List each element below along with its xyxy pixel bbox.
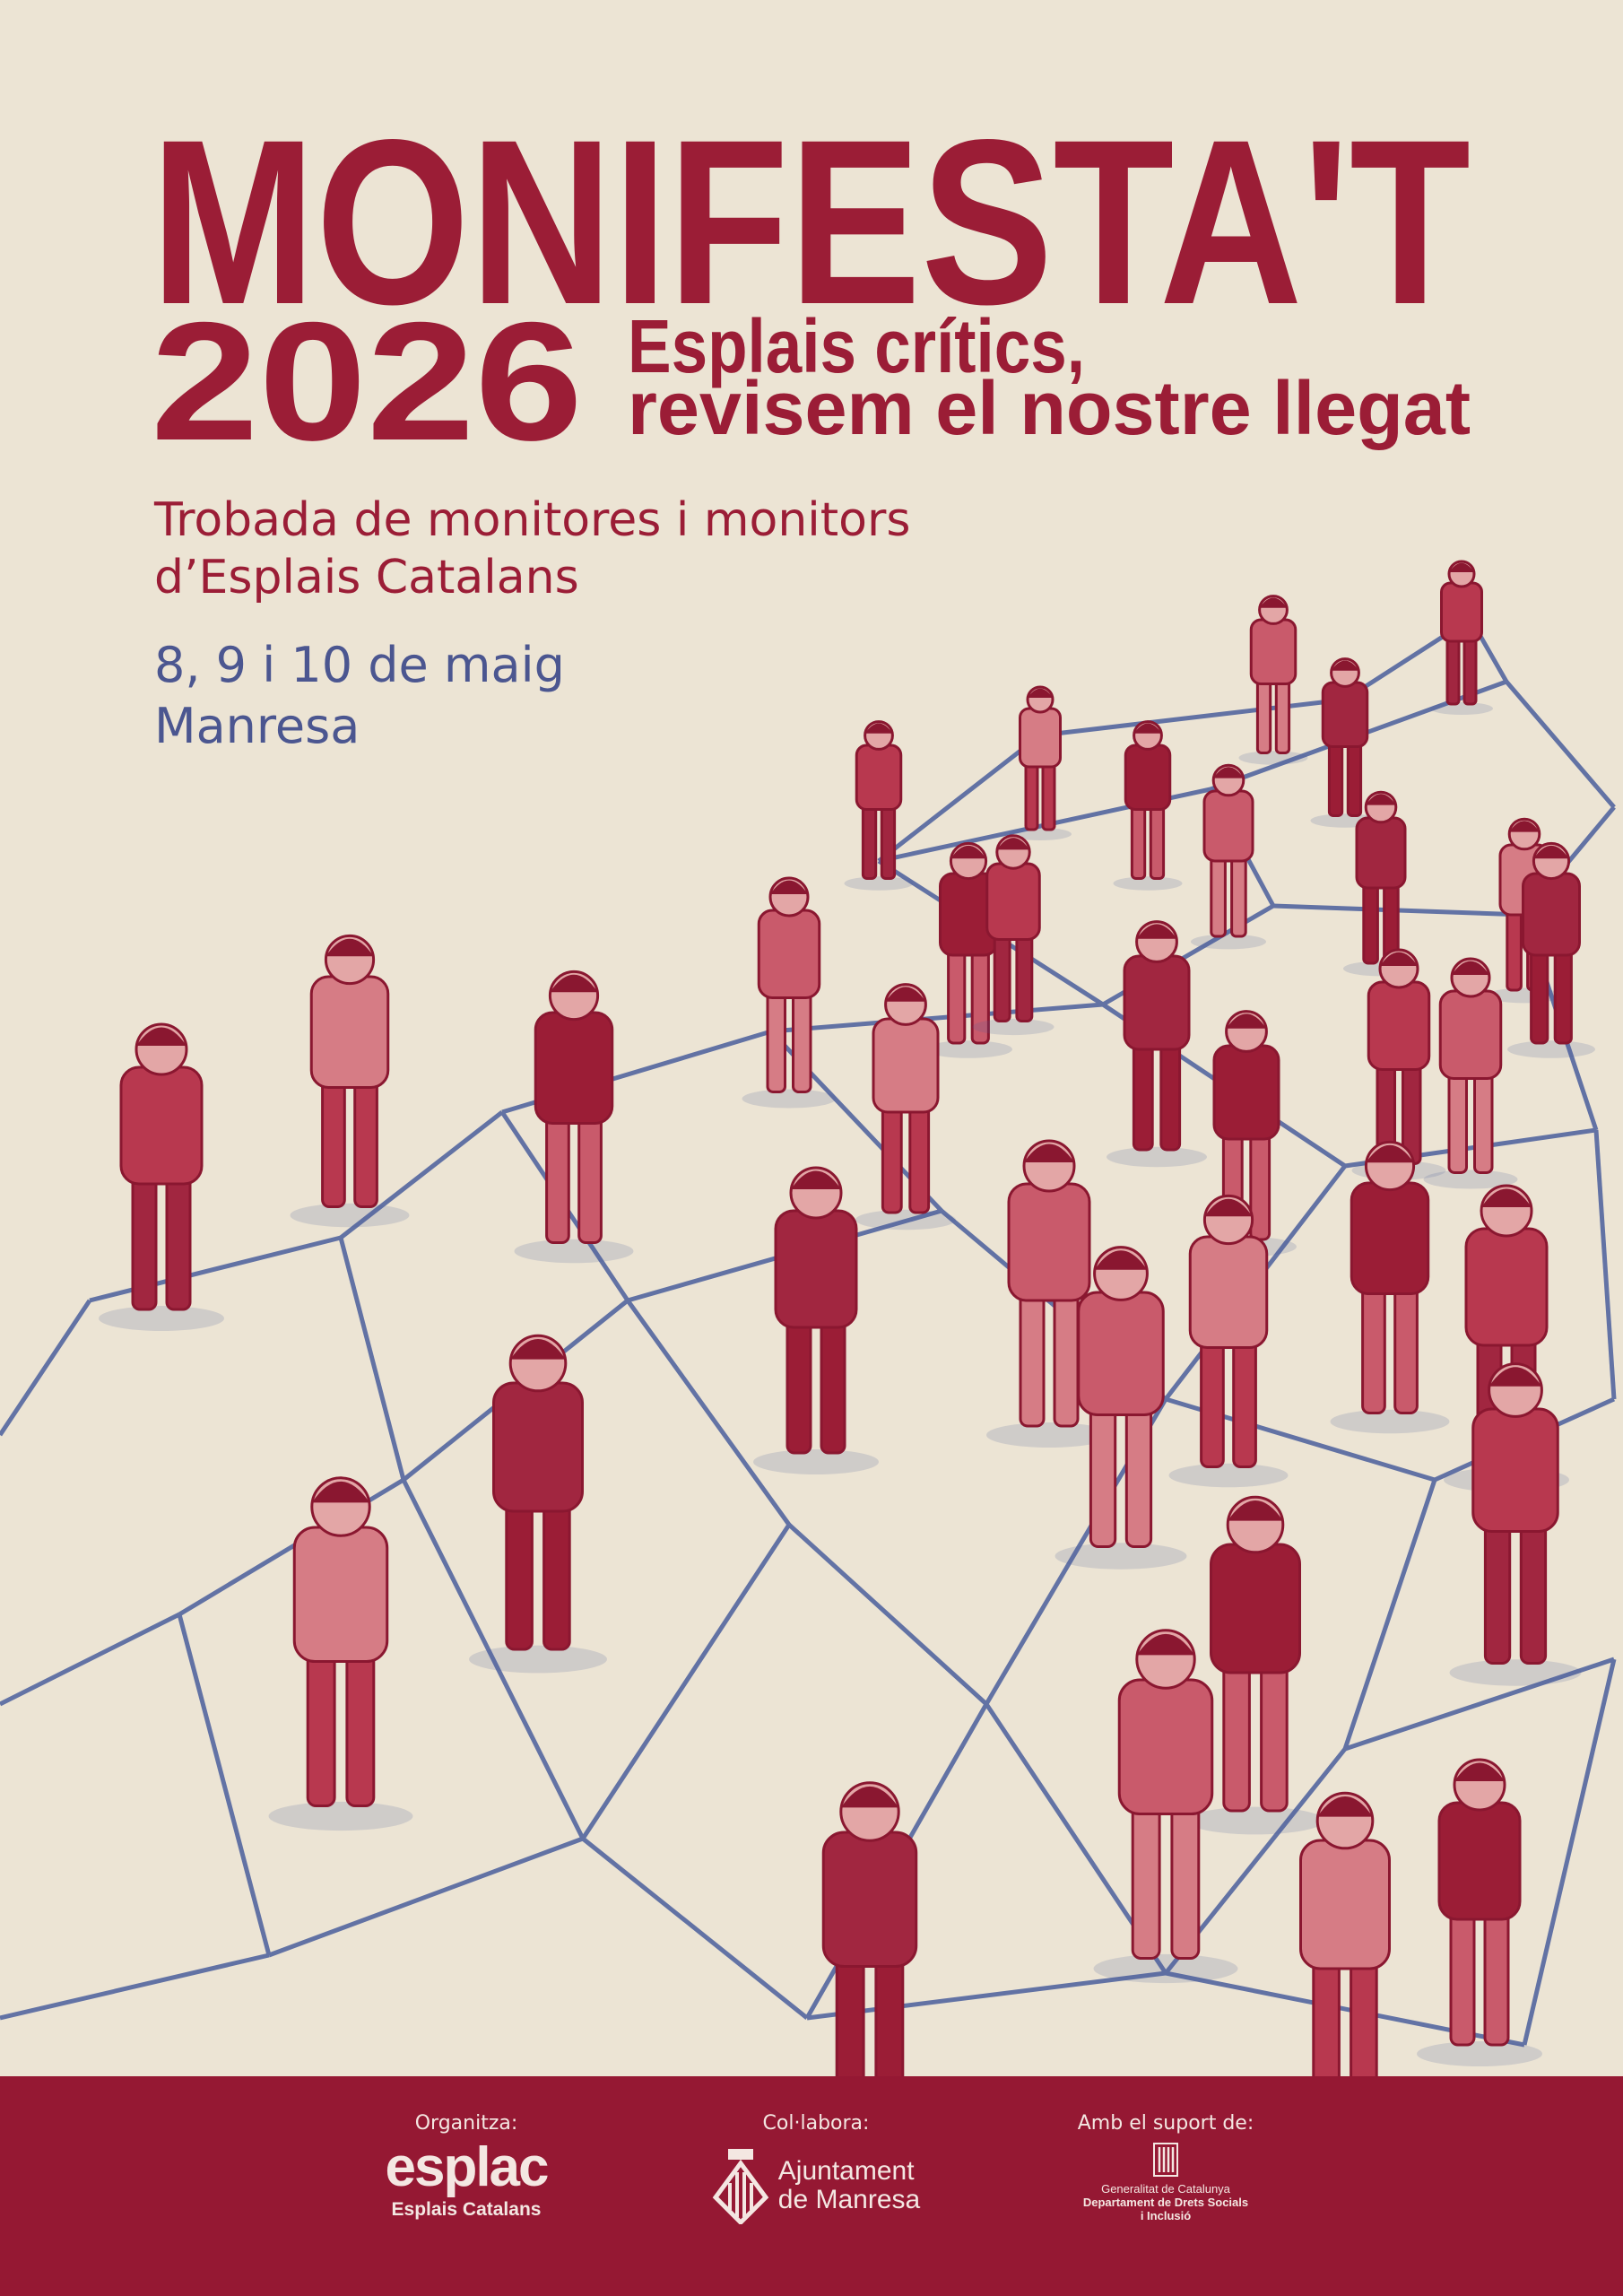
person-figure xyxy=(1196,1010,1297,1257)
network-line xyxy=(1344,1657,1615,1752)
person-figure xyxy=(844,720,914,891)
network-line xyxy=(787,1523,988,1706)
person-figure xyxy=(972,834,1055,1036)
person-figure xyxy=(742,876,837,1109)
network-line xyxy=(877,734,1042,863)
network-line xyxy=(401,1478,586,1840)
network-line xyxy=(770,1002,1104,1034)
network-line xyxy=(1342,1479,1437,1750)
support-line2: Departament de Drets Socials xyxy=(1082,2196,1249,2209)
person-figure xyxy=(1299,1791,1391,2076)
person-figure xyxy=(268,1476,413,1831)
network-line xyxy=(1039,697,1346,738)
network-line xyxy=(806,1970,1167,2021)
network-line xyxy=(338,1237,406,1481)
poster-year: 2026 xyxy=(151,287,583,475)
person-figure xyxy=(1330,1140,1450,1434)
person-figure xyxy=(1238,595,1308,765)
network-line xyxy=(177,1613,272,1956)
network-line xyxy=(1593,1129,1617,1400)
network-line xyxy=(339,1110,504,1239)
organizer-block: Organitza: esplac Esplais Catalans xyxy=(359,2112,574,2221)
person-figure xyxy=(855,983,956,1231)
network-line xyxy=(580,1523,792,1840)
esplac-logo: esplac xyxy=(385,2136,549,2198)
person-figure xyxy=(821,1781,918,2076)
person-figure xyxy=(1055,1246,1187,1570)
illustration-crowd-network xyxy=(0,560,1617,2076)
person-figure xyxy=(924,841,1012,1058)
person-figure xyxy=(1449,1362,1582,1686)
people-figures xyxy=(99,560,1595,2076)
person-figure xyxy=(1417,1758,1542,2066)
headline: MONIFESTA'T 2026 Esplais crítics, revise… xyxy=(151,91,1471,475)
event-dates: 8, 9 i 10 de maig xyxy=(154,637,565,693)
poster-title: MONIFESTA'T xyxy=(151,91,1471,353)
subtitle-line1: Esplais crítics, xyxy=(628,304,1085,388)
support-line3: i Inclusió xyxy=(1140,2209,1192,2222)
person-figure xyxy=(1191,763,1266,950)
person-figure xyxy=(1186,1495,1324,1835)
network-line xyxy=(0,1299,92,1437)
organizer-name: Esplais Catalans xyxy=(391,2199,542,2220)
person-figure xyxy=(469,1334,607,1674)
collaborator-label: Col·labora: xyxy=(762,2112,870,2135)
person-figure xyxy=(1009,685,1072,840)
footer-sponsors: Organitza: esplac Esplais Catalans Col·l… xyxy=(0,2076,1623,2296)
collaborator-block: Col·labora: Ajuntament de Manresa xyxy=(681,2112,950,2224)
person-figure xyxy=(1310,657,1380,828)
person-figure xyxy=(1107,920,1207,1168)
person-figure xyxy=(1430,560,1493,715)
person-figure xyxy=(1168,1194,1289,1488)
collaborator-line2: de Manresa xyxy=(777,2185,921,2214)
manresa-coat-of-arms-icon xyxy=(712,2149,769,2224)
support-block: Amb el suport de: Generalitat de Catalun… xyxy=(1049,2112,1282,2222)
person-figure xyxy=(753,1166,879,1474)
event-description: Trobada de monitores i monitors d’Esplai… xyxy=(154,491,910,606)
network-line xyxy=(89,1235,342,1303)
person-figure xyxy=(99,1022,224,1331)
event-line1: Trobada de monitores i monitors xyxy=(154,493,911,547)
network-line xyxy=(0,1612,181,1707)
person-figure xyxy=(290,934,410,1228)
person-figure xyxy=(1093,1629,1238,1984)
person-figure xyxy=(1113,720,1183,891)
generalitat-seal-icon xyxy=(1153,2143,1178,2177)
network-line xyxy=(581,1837,809,2020)
subtitle-line2: revisem el nostre llegat xyxy=(628,366,1471,450)
support-label: Amb el suport de: xyxy=(1077,2112,1254,2135)
event-place: Manresa xyxy=(154,698,360,754)
person-figure xyxy=(514,970,634,1264)
network-line xyxy=(0,1952,270,2021)
network-line xyxy=(1505,680,1616,809)
person-figure xyxy=(1507,841,1595,1058)
event-when-where: 8, 9 i 10 de maig Manresa xyxy=(154,635,565,757)
organizer-label: Organitza: xyxy=(414,2112,518,2135)
person-figure xyxy=(1423,957,1518,1189)
event-line2: d’Esplais Catalans xyxy=(154,551,579,604)
collaborator-line1: Ajuntament xyxy=(777,2156,915,2186)
support-line1: Generalitat de Catalunya xyxy=(1101,2182,1230,2196)
network-line xyxy=(1522,1658,1617,2046)
network-line xyxy=(625,1299,792,1526)
person-figure xyxy=(986,1139,1112,1448)
network-line xyxy=(268,1836,584,1958)
